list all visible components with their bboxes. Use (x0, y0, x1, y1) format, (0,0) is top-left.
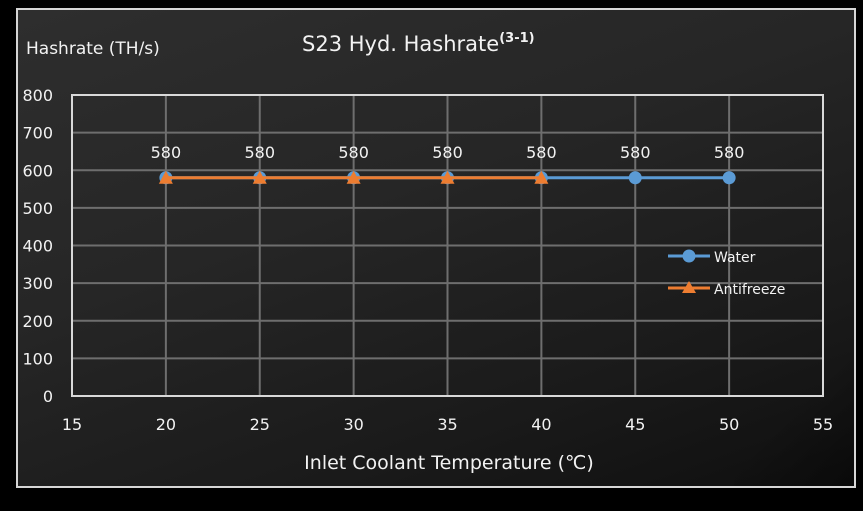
data-labels: 580 580 580 580 580 580 580 (151, 143, 745, 162)
legend-label: Water (714, 250, 756, 266)
triangle-marker-icon (158, 170, 173, 184)
x-tick-label: 30 (343, 415, 363, 434)
x-axis-ticks: 15 20 25 30 35 40 45 50 55 (62, 415, 833, 434)
x-tick-label: 35 (437, 415, 457, 434)
x-tick-label: 25 (250, 415, 270, 434)
x-axis-title: Inlet Coolant Temperature (℃) (304, 452, 594, 474)
y-tick-label: 800 (22, 86, 53, 105)
title-superscript: (3-1) (499, 31, 534, 46)
chart-frame (16, 8, 856, 488)
x-tick-label: 20 (156, 415, 176, 434)
circle-marker-icon (628, 171, 642, 185)
data-label: 580 (432, 143, 463, 162)
triangle-marker-icon (346, 170, 361, 184)
triangle-marker-icon (252, 170, 267, 184)
y-tick-label: 400 (22, 237, 53, 256)
x-tick-label: 45 (625, 415, 645, 434)
x-tick-label: 55 (813, 415, 833, 434)
data-label: 580 (620, 143, 651, 162)
triangle-marker-icon (682, 281, 696, 293)
x-tick-label: 15 (62, 415, 82, 434)
triangle-marker-icon (534, 170, 549, 184)
circle-marker-icon (682, 249, 696, 263)
chart-title: S23 Hyd. Hashrate(3-1) (302, 31, 535, 56)
y-tick-label: 300 (22, 274, 53, 293)
legend-item-antifreeze: Antifreeze (668, 281, 785, 298)
legend: Water Antifreeze (668, 249, 785, 298)
y-axis-title: Hashrate (TH/s) (26, 39, 160, 59)
circle-marker-icon (722, 171, 736, 185)
series-layer (158, 170, 736, 185)
series-antifreeze (158, 170, 549, 184)
data-label: 580 (714, 143, 745, 162)
y-tick-label: 700 (22, 124, 53, 143)
legend-label: Antifreeze (714, 282, 785, 298)
y-axis-ticks: 0 100 200 300 400 500 600 700 800 (22, 86, 53, 406)
data-label: 580 (526, 143, 557, 162)
plot-grid (71, 94, 824, 397)
data-label: 580 (151, 143, 182, 162)
y-tick-label: 200 (22, 312, 53, 331)
x-tick-label: 50 (719, 415, 739, 434)
y-tick-label: 0 (43, 387, 53, 406)
y-tick-label: 500 (22, 199, 53, 218)
plot-area-border (71, 94, 824, 397)
y-tick-label: 600 (22, 161, 53, 180)
x-tick-label: 40 (531, 415, 551, 434)
legend-item-water: Water (668, 249, 756, 266)
data-label: 580 (244, 143, 275, 162)
triangle-marker-icon (440, 170, 455, 184)
data-label: 580 (338, 143, 369, 162)
y-tick-label: 100 (22, 349, 53, 368)
